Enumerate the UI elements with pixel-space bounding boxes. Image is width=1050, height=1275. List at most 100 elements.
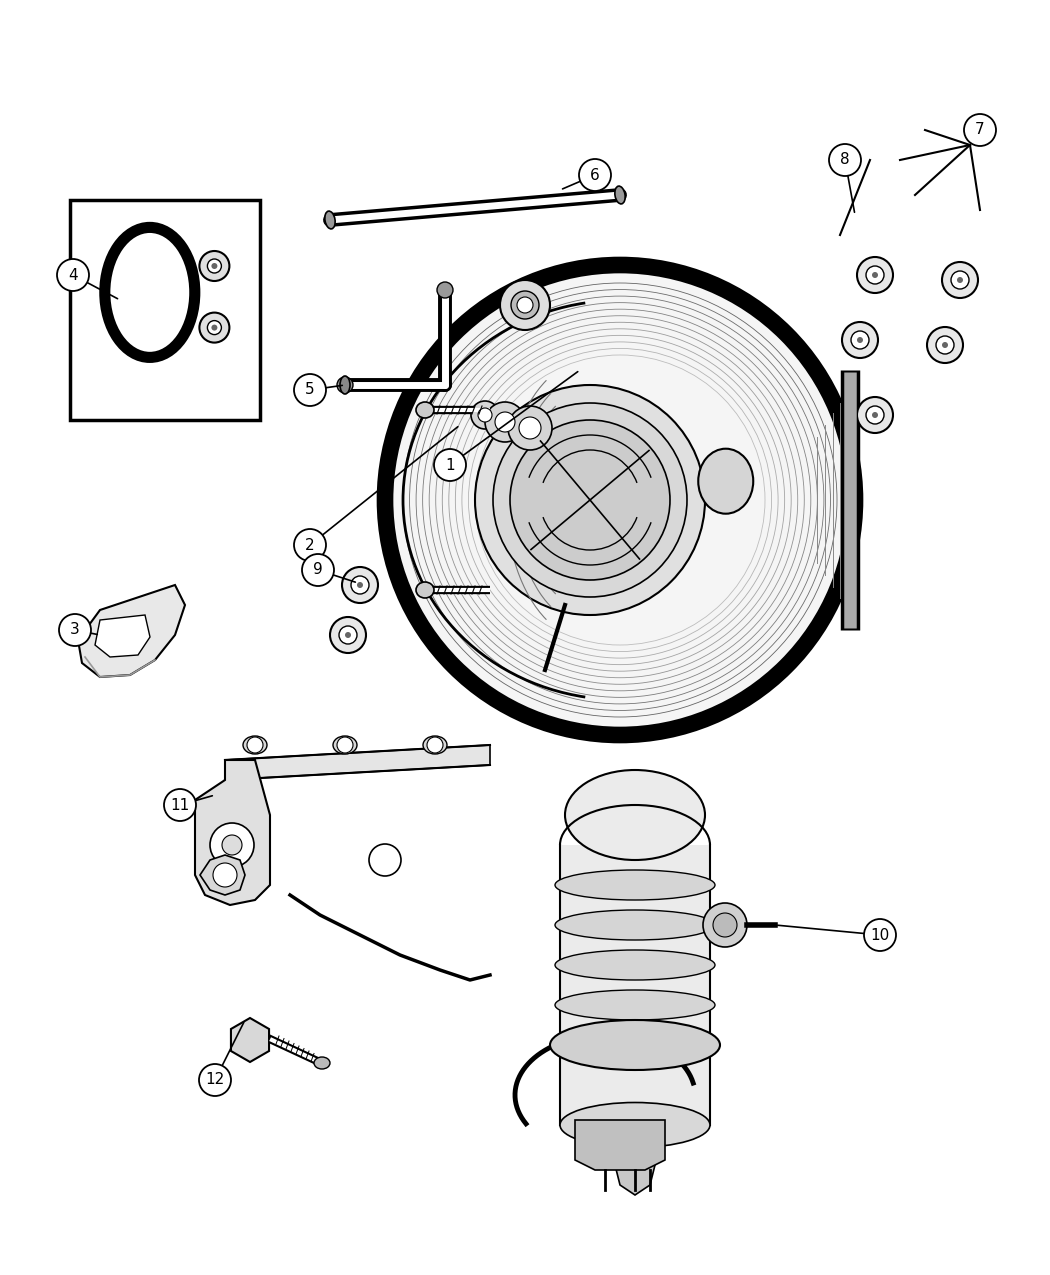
- Circle shape: [210, 822, 254, 867]
- Circle shape: [475, 385, 705, 615]
- Circle shape: [208, 320, 222, 334]
- Circle shape: [294, 529, 325, 561]
- Circle shape: [713, 913, 737, 937]
- Ellipse shape: [324, 212, 335, 230]
- Circle shape: [857, 397, 892, 434]
- Text: 2: 2: [306, 538, 315, 552]
- Circle shape: [222, 835, 242, 856]
- Circle shape: [391, 272, 849, 729]
- Circle shape: [369, 844, 401, 876]
- Circle shape: [957, 277, 963, 283]
- Circle shape: [495, 412, 514, 432]
- Circle shape: [434, 449, 466, 481]
- Circle shape: [427, 737, 443, 754]
- Bar: [70, 200, 260, 419]
- Ellipse shape: [555, 870, 715, 900]
- Circle shape: [850, 332, 869, 349]
- Circle shape: [342, 567, 378, 603]
- Circle shape: [211, 325, 217, 330]
- Polygon shape: [575, 1119, 665, 1170]
- Bar: [561, 845, 709, 1125]
- Ellipse shape: [243, 736, 267, 754]
- Ellipse shape: [423, 736, 447, 754]
- Circle shape: [872, 272, 878, 278]
- Circle shape: [842, 323, 878, 358]
- Text: 5: 5: [306, 382, 315, 398]
- Circle shape: [519, 417, 541, 439]
- Circle shape: [213, 863, 237, 887]
- Circle shape: [866, 266, 884, 284]
- Circle shape: [830, 144, 861, 176]
- Ellipse shape: [555, 989, 715, 1020]
- Circle shape: [247, 737, 262, 754]
- Circle shape: [494, 403, 687, 597]
- Circle shape: [57, 259, 89, 291]
- Ellipse shape: [314, 1057, 330, 1068]
- Text: 4: 4: [68, 268, 78, 283]
- Circle shape: [951, 272, 969, 289]
- Circle shape: [357, 581, 363, 588]
- Circle shape: [302, 555, 334, 586]
- Circle shape: [872, 412, 878, 418]
- Polygon shape: [195, 760, 270, 905]
- Circle shape: [508, 405, 552, 450]
- Circle shape: [294, 374, 325, 405]
- Polygon shape: [78, 585, 185, 677]
- Circle shape: [511, 291, 539, 319]
- Ellipse shape: [565, 770, 705, 861]
- Ellipse shape: [555, 910, 715, 940]
- Polygon shape: [225, 745, 490, 780]
- Text: 11: 11: [170, 797, 190, 812]
- Circle shape: [211, 263, 217, 269]
- Text: 9: 9: [313, 562, 323, 578]
- Ellipse shape: [416, 402, 434, 418]
- Circle shape: [579, 159, 611, 191]
- Ellipse shape: [340, 376, 350, 394]
- Circle shape: [59, 615, 91, 646]
- Circle shape: [927, 326, 963, 363]
- Circle shape: [345, 632, 351, 638]
- Circle shape: [517, 297, 533, 312]
- Circle shape: [471, 402, 499, 428]
- Circle shape: [510, 419, 670, 580]
- Ellipse shape: [333, 736, 357, 754]
- Ellipse shape: [416, 581, 434, 598]
- Circle shape: [942, 261, 978, 298]
- Text: 1: 1: [445, 458, 455, 473]
- Circle shape: [964, 113, 996, 147]
- Circle shape: [200, 251, 229, 280]
- Circle shape: [337, 377, 353, 393]
- Circle shape: [339, 626, 357, 644]
- Circle shape: [337, 737, 353, 754]
- Circle shape: [857, 258, 892, 293]
- Circle shape: [866, 405, 884, 425]
- Circle shape: [208, 259, 222, 273]
- Circle shape: [857, 337, 863, 343]
- Ellipse shape: [698, 449, 753, 514]
- Polygon shape: [231, 1017, 269, 1062]
- Text: 8: 8: [840, 153, 849, 167]
- Circle shape: [936, 337, 954, 354]
- Circle shape: [942, 342, 948, 348]
- Circle shape: [485, 402, 525, 442]
- Text: 12: 12: [206, 1072, 225, 1088]
- Circle shape: [164, 789, 196, 821]
- Ellipse shape: [555, 950, 715, 980]
- Circle shape: [351, 576, 369, 594]
- Circle shape: [330, 617, 366, 653]
- Ellipse shape: [550, 1020, 720, 1070]
- Text: 6: 6: [590, 167, 600, 182]
- Circle shape: [200, 312, 229, 343]
- Ellipse shape: [615, 186, 625, 204]
- Ellipse shape: [538, 388, 623, 613]
- Circle shape: [200, 1065, 231, 1096]
- Circle shape: [437, 282, 453, 298]
- Circle shape: [704, 903, 747, 947]
- Polygon shape: [610, 1145, 660, 1195]
- Ellipse shape: [560, 1103, 710, 1148]
- Text: 10: 10: [870, 927, 889, 942]
- Text: 7: 7: [975, 122, 985, 138]
- Circle shape: [500, 280, 550, 330]
- Polygon shape: [200, 856, 245, 895]
- Circle shape: [864, 919, 896, 951]
